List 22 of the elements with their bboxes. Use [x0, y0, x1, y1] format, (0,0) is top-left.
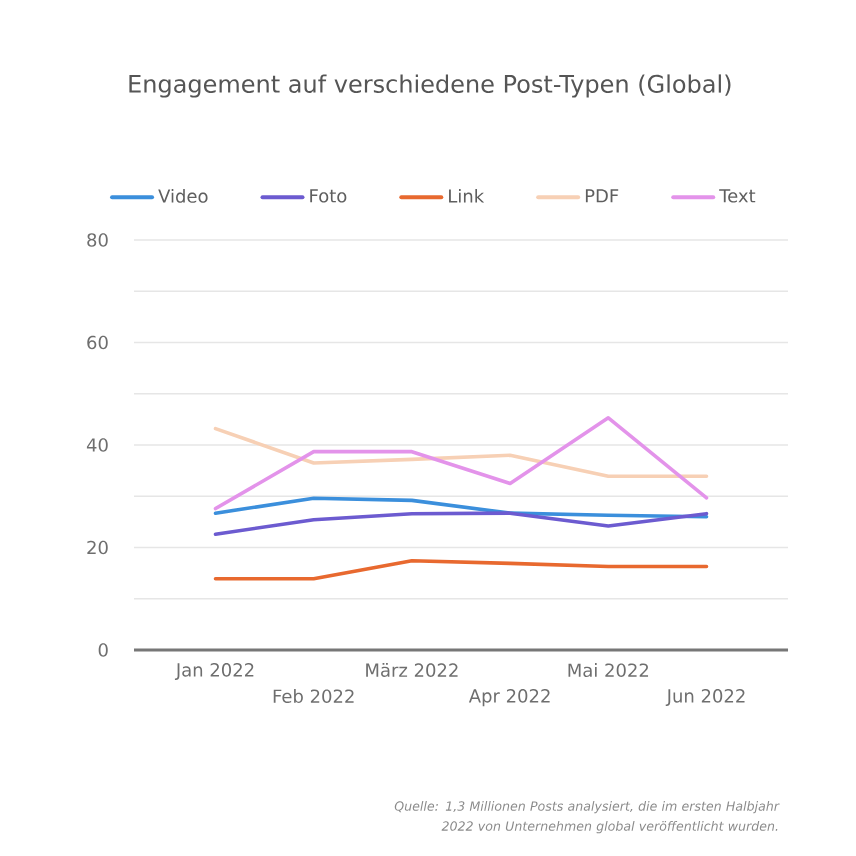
x-tick-label: Jan 2022: [174, 663, 254, 681]
legend-label: Text: [719, 189, 756, 203]
x-tick-label: März 2022: [366, 663, 458, 677]
line-series: [213, 496, 709, 519]
y-tick-label: 80: [87, 233, 108, 247]
line-series: [213, 416, 709, 511]
legend-label: Foto: [310, 189, 347, 203]
legend-label: Video: [158, 188, 208, 203]
x-tick-label: Apr 2022: [468, 689, 550, 707]
line-series: [213, 559, 709, 581]
x-tick-label: Mai 2022: [568, 663, 649, 677]
y-tick-label: 20: [87, 540, 108, 555]
legend-label: PDF: [585, 189, 619, 203]
chart-title: Engagement auf verschiedene Post-Typen (Global): [129, 74, 731, 98]
y-tick-label: 40: [86, 438, 108, 452]
line-series: [213, 426, 709, 479]
line-series: [213, 511, 709, 536]
x-tick-label: Feb 2022: [273, 689, 354, 703]
y-tick-label: 0: [98, 643, 108, 657]
legend-label: Link: [449, 188, 485, 203]
y-tick-label: 60: [87, 335, 108, 350]
x-tick-label: Jun 2022: [665, 689, 745, 707]
